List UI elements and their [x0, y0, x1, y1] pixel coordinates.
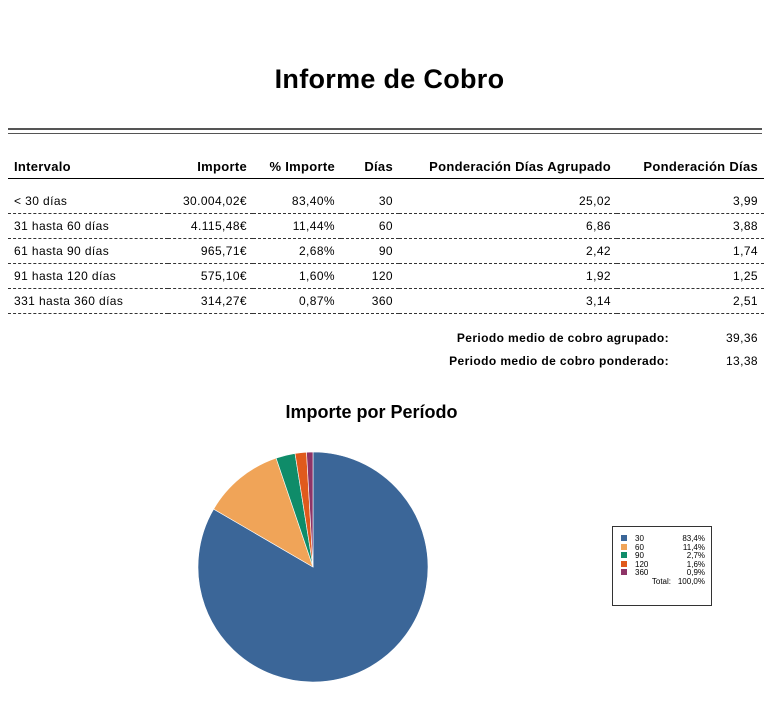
- table-row: 31 hasta 60 días 4.115,48€ 11,44% 60 6,8…: [8, 213, 764, 239]
- table-row: < 30 días 30.004,02€ 83,40% 30 25,02 3,9…: [8, 189, 764, 214]
- cell-interval: 61 hasta 90 días: [8, 238, 168, 264]
- summary-weighted: Periodo medio de cobro ponderado: 13,38: [300, 354, 758, 370]
- table-row: 61 hasta 90 días 965,71€ 2,68% 90 2,42 1…: [8, 238, 764, 264]
- cell-amount: 30.004,02€: [168, 189, 253, 214]
- legend-percent: 1,6%: [686, 559, 705, 569]
- legend-label: 60: [635, 542, 644, 552]
- cell-percent: 0,87%: [253, 288, 341, 314]
- report-title: Informe de Cobro: [274, 64, 505, 94]
- header-amount: Importe: [168, 154, 253, 179]
- summary-grouped: Periodo medio de cobro agrupado: 39,36: [300, 331, 758, 347]
- cell-grouped-weight: 25,02: [399, 189, 617, 214]
- cell-amount: 965,71€: [168, 238, 253, 264]
- legend-swatch: [621, 543, 627, 550]
- cell-weight: 1,74: [617, 238, 764, 264]
- legend-swatch: [621, 560, 627, 567]
- cell-percent: 83,40%: [253, 189, 341, 214]
- legend-percent: 0,9%: [686, 568, 705, 578]
- cell-percent: 11,44%: [253, 213, 341, 239]
- legend-percent: 83,4%: [682, 534, 705, 543]
- legend-item: 60 11,4%: [621, 543, 705, 552]
- legend-total: Total: 100,0%: [621, 577, 705, 586]
- legend-percent: 2,7%: [686, 551, 705, 561]
- header-percent: % Importe: [253, 154, 341, 179]
- table-row: 91 hasta 120 días 575,10€ 1,60% 120 1,92…: [8, 263, 764, 289]
- header-weight: Ponderación Días: [617, 154, 764, 179]
- legend-swatch: [621, 535, 627, 541]
- cell-interval: < 30 días: [8, 189, 168, 214]
- header-days: Días: [341, 154, 399, 179]
- legend-label: 30: [635, 534, 644, 543]
- pie-slice-360: [306, 451, 314, 568]
- legend-percent: 11,4%: [682, 542, 705, 552]
- table-header-row: Intervalo Importe % Importe Días Pondera…: [8, 154, 764, 179]
- cell-interval: 31 hasta 60 días: [8, 213, 168, 239]
- legend-swatch: [621, 569, 627, 576]
- cell-weight: 1,25: [617, 263, 764, 289]
- cell-weight: 3,99: [617, 189, 764, 214]
- cell-weight: 2,51: [617, 288, 764, 314]
- legend-total-value: 100,0%: [677, 576, 705, 586]
- cell-grouped-weight: 2,42: [399, 238, 617, 264]
- legend-item: 120 1,6%: [621, 560, 705, 569]
- summary-grouped-value: 39,36: [725, 331, 758, 345]
- cell-weight: 3,88: [617, 213, 764, 239]
- legend-label: 120: [635, 559, 649, 569]
- title-divider: [8, 128, 762, 134]
- chart-legend: 30 83,4% 60 11,4% 90 2,7% 120 1,6% 360 0…: [612, 526, 712, 606]
- cell-amount: 314,27€: [168, 288, 253, 314]
- cell-interval: 331 hasta 360 días: [8, 288, 168, 314]
- legend-label: 360: [635, 568, 649, 578]
- cell-grouped-weight: 3,14: [399, 288, 617, 314]
- header-grouped-weight: Ponderación Días Agrupado: [399, 154, 617, 179]
- cell-days: 120: [341, 263, 399, 289]
- legend-total-label: Total:: [651, 576, 671, 586]
- cell-interval: 91 hasta 120 días: [8, 263, 168, 289]
- cell-days: 60: [341, 213, 399, 239]
- cell-amount: 575,10€: [168, 263, 253, 289]
- pie-slice-60: [213, 457, 314, 568]
- cell-days: 90: [341, 238, 399, 264]
- cell-amount: 4.115,48€: [168, 213, 253, 239]
- cell-days: 30: [341, 189, 399, 214]
- header-interval: Intervalo: [8, 154, 168, 179]
- cell-grouped-weight: 1,92: [399, 263, 617, 289]
- legend-item: 30 83,4%: [621, 534, 705, 543]
- cell-days: 360: [341, 288, 399, 314]
- legend-swatch: [621, 552, 627, 559]
- summary-weighted-label: Periodo medio de cobro ponderado:: [449, 354, 669, 368]
- summary-grouped-label: Periodo medio de cobro agrupado:: [456, 331, 669, 345]
- cell-percent: 2,68%: [253, 238, 341, 264]
- summary-weighted-value: 13,38: [725, 354, 758, 368]
- legend-item: 90 2,7%: [621, 551, 705, 560]
- legend-item: 360 0,9%: [621, 568, 705, 577]
- legend-label: 90: [635, 551, 644, 561]
- cell-percent: 1,60%: [253, 263, 341, 289]
- chart-title: Importe por Período: [285, 402, 458, 422]
- pie-chart: [197, 451, 429, 683]
- collection-table: Intervalo Importe % Importe Días Pondera…: [8, 154, 764, 314]
- cell-grouped-weight: 6,86: [399, 213, 617, 239]
- table-row: 331 hasta 360 días 314,27€ 0,87% 360 3,1…: [8, 288, 764, 314]
